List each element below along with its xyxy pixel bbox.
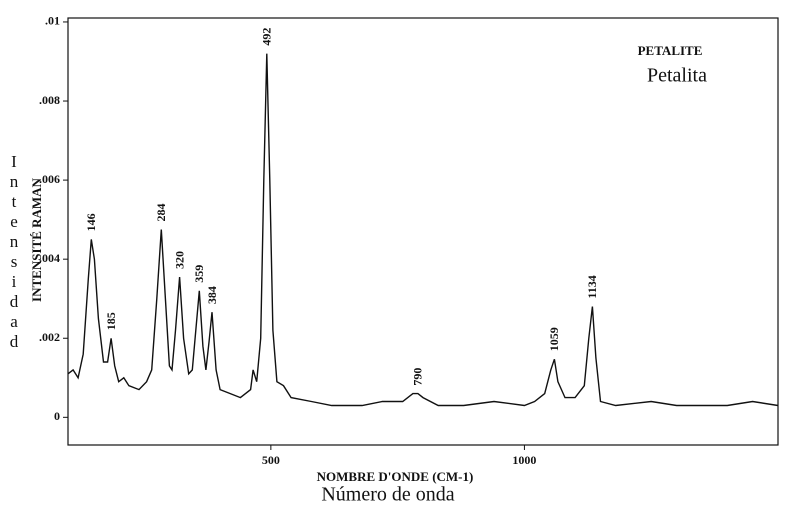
y-axis-label: INTENSITÉ RAMAN — [29, 177, 44, 301]
plot-frame — [67, 17, 779, 446]
peak-label: 284 — [154, 204, 168, 222]
y-tick-label: .01 — [45, 14, 60, 28]
y-tick-label: .002 — [39, 330, 60, 344]
peak-label: 359 — [192, 265, 206, 283]
y-tick-label: .008 — [39, 93, 60, 107]
peak-label: 492 — [260, 28, 274, 46]
peak-label: 185 — [104, 312, 118, 330]
peak-label: 320 — [172, 251, 186, 269]
spectrum-line — [67, 53, 779, 407]
x-tick-label: 1000 — [512, 453, 536, 467]
x-axis-label: NOMBRE D'ONDE (CM-1) — [317, 469, 474, 484]
y-tick-label: .004 — [39, 251, 60, 265]
peak-label: 1059 — [547, 327, 561, 351]
chart-title: PETALITE — [638, 43, 703, 58]
x-axis-label-2: Número de onda — [321, 484, 454, 506]
peak-label: 384 — [205, 286, 219, 304]
y-tick-label: .006 — [39, 172, 60, 186]
peak-label: 1134 — [585, 275, 599, 298]
y-tick-label: 0 — [54, 409, 60, 423]
y-axis-label-2: Intensidad — [5, 152, 24, 352]
peak-label: 790 — [411, 368, 425, 386]
x-tick-label: 500 — [262, 453, 280, 467]
peak-label: 146 — [84, 213, 98, 231]
chart-subtitle: Petalita — [647, 65, 707, 87]
